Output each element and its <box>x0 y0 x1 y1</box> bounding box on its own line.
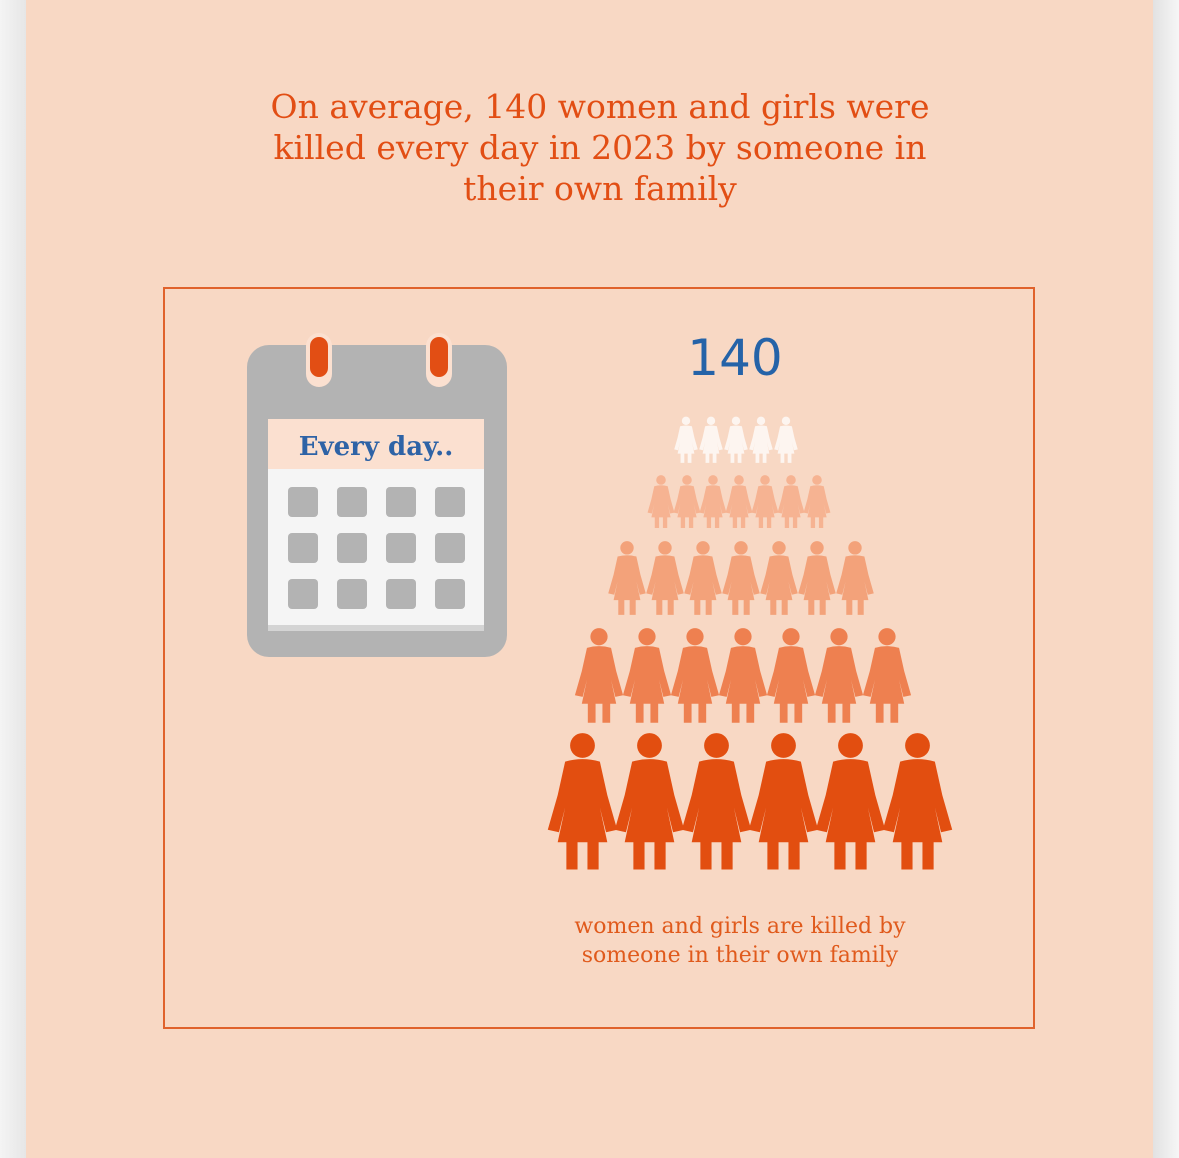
calendar-cell <box>337 579 367 609</box>
calendar-cell <box>386 487 416 517</box>
page-edge-right <box>1153 0 1179 1158</box>
calendar-cell <box>288 487 318 517</box>
calendar-cell <box>435 487 465 517</box>
infographic-page <box>26 0 1153 1158</box>
calendar-cell <box>288 533 318 563</box>
calendar-cell <box>386 579 416 609</box>
headline: On average, 140 women and girls were kil… <box>270 87 930 208</box>
calendar-cell <box>337 533 367 563</box>
calendar-cell <box>337 487 367 517</box>
calendar-cell <box>435 533 465 563</box>
calendar-cell <box>288 579 318 609</box>
calendar-cell <box>435 579 465 609</box>
daily-count: 140 <box>687 329 783 387</box>
calendar-cell <box>386 533 416 563</box>
calendar-icon <box>247 333 507 657</box>
infographic-frame <box>163 287 1035 1029</box>
calendar-caption: Every day.. <box>298 432 454 462</box>
page-edge-left <box>0 0 26 1158</box>
caption: women and girls are killed by someone in… <box>574 914 906 968</box>
